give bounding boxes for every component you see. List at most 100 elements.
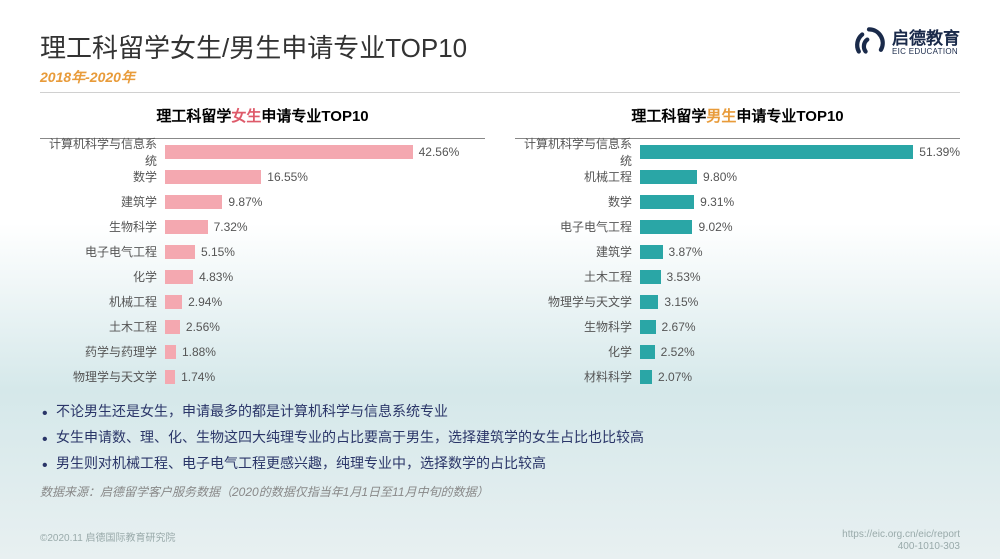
value-label: 1.88% xyxy=(182,345,216,359)
value-label: 1.74% xyxy=(181,370,215,384)
value-label: 16.55% xyxy=(267,170,308,184)
category-label: 建筑学 xyxy=(515,243,640,260)
category-label: 物理学与天文学 xyxy=(515,293,640,310)
bar-row: 生物科学 7.32% xyxy=(40,214,485,239)
value-label: 9.87% xyxy=(228,195,262,209)
bar-row: 土木工程 2.56% xyxy=(40,314,485,339)
bar-row: 土木工程 3.53% xyxy=(515,264,960,289)
category-label: 生物科学 xyxy=(40,218,165,235)
bar xyxy=(640,270,661,284)
category-label: 材料科学 xyxy=(515,368,640,385)
bar-row: 电子电气工程 9.02% xyxy=(515,214,960,239)
bar xyxy=(165,320,180,334)
value-label: 2.07% xyxy=(658,370,692,384)
page-title: 理工科留学女生/男生申请专业TOP10 xyxy=(40,28,960,65)
bar xyxy=(165,270,193,284)
male-chart: 理工科留学男生申请专业TOP10 计算机科学与信息系统51.39%机械工程9.8… xyxy=(515,105,960,389)
female-chart: 理工科留学女生申请专业TOP10 计算机科学与信息系统42.56% 数学 16.55… xyxy=(40,105,485,389)
bar-wrap: 1.88% xyxy=(165,345,485,359)
data-source: 数据来源：启德留学客户服务数据（2020的数据仅指当年1月1日至11月中旬的数据… xyxy=(0,477,1000,500)
value-label: 4.83% xyxy=(199,270,233,284)
bar-row: 电子电气工程 5.15% xyxy=(40,239,485,264)
logo-text-en: EIC EDUCATION xyxy=(892,47,960,56)
value-label: 9.80% xyxy=(703,170,737,184)
header: 理工科留学女生/男生申请专业TOP10 2018年-2020年 启德教育 EIC… xyxy=(0,0,1000,87)
bar-wrap: 9.80% xyxy=(640,170,960,184)
bar-wrap: 9.31% xyxy=(640,195,960,209)
value-label: 51.39% xyxy=(919,145,960,159)
category-label: 土木工程 xyxy=(515,268,640,285)
bar-wrap: 9.87% xyxy=(165,195,485,209)
bar-row: 计算机科学与信息系统51.39% xyxy=(515,139,960,164)
female-chart-title: 理工科留学女生申请专业TOP10 xyxy=(40,105,485,126)
bar-wrap: 16.55% xyxy=(165,170,485,184)
footer-contact: https://eic.org.cn/eic/report 400-1010-3… xyxy=(842,529,960,553)
category-label: 计算机科学与信息系统 xyxy=(515,135,640,169)
category-label: 数学 xyxy=(40,168,165,185)
bar-row: 物理学与天文学3.15% xyxy=(515,289,960,314)
bar-row: 材料科学 2.07% xyxy=(515,364,960,389)
bar-row: 机械工程2.94% xyxy=(40,289,485,314)
bar-wrap: 3.15% xyxy=(640,295,960,309)
bar-row: 建筑学 9.87% xyxy=(40,189,485,214)
bar xyxy=(640,220,692,234)
bar xyxy=(640,320,656,334)
bar-wrap: 2.07% xyxy=(640,370,960,384)
bar-row: 生物科学2.67% xyxy=(515,314,960,339)
bar xyxy=(165,245,195,259)
bar xyxy=(640,295,658,309)
bar xyxy=(640,195,694,209)
value-label: 2.52% xyxy=(661,345,695,359)
bar-row: 计算机科学与信息系统42.56% xyxy=(40,139,485,164)
male-chart-title: 理工科留学男生申请专业TOP10 xyxy=(515,105,960,126)
bar-wrap: 51.39% xyxy=(640,145,960,159)
bar xyxy=(640,345,655,359)
category-label: 机械工程 xyxy=(515,168,640,185)
value-label: 7.32% xyxy=(214,220,248,234)
bar xyxy=(165,345,176,359)
bar xyxy=(640,170,697,184)
bar-wrap: 3.87% xyxy=(640,245,960,259)
value-label: 2.94% xyxy=(188,295,222,309)
value-label: 3.53% xyxy=(667,270,701,284)
logo-icon xyxy=(852,26,886,60)
bar-wrap: 2.94% xyxy=(165,295,485,309)
bar-wrap: 1.74% xyxy=(165,370,485,384)
category-label: 电子电气工程 xyxy=(515,218,640,235)
value-label: 9.31% xyxy=(700,195,734,209)
bar xyxy=(165,370,175,384)
bullet-item: 男生则对机械工程、电子电气工程更感兴趣，纯理专业中，选择数学的占比较高 xyxy=(40,451,960,477)
bar xyxy=(165,295,182,309)
bar xyxy=(165,220,208,234)
bar xyxy=(165,145,413,159)
divider xyxy=(40,92,960,93)
bar-wrap: 5.15% xyxy=(165,245,485,259)
bar-wrap: 2.52% xyxy=(640,345,960,359)
bullet-item: 不论男生还是女生，申请最多的都是计算机科学与信息系统专业 xyxy=(40,399,960,425)
copyright: ©2020.11 启德国际教育研究院 xyxy=(40,529,176,553)
value-label: 5.15% xyxy=(201,245,235,259)
value-label: 2.67% xyxy=(662,320,696,334)
bar xyxy=(640,245,663,259)
insight-bullets: 不论男生还是女生，申请最多的都是计算机科学与信息系统专业女生申请数、理、化、生物… xyxy=(0,389,1000,477)
category-label: 化学 xyxy=(40,268,165,285)
category-label: 化学 xyxy=(515,343,640,360)
page-subtitle: 2018年-2020年 xyxy=(40,67,960,87)
bar xyxy=(640,370,652,384)
value-label: 2.56% xyxy=(186,320,220,334)
bar xyxy=(165,170,261,184)
bar-row: 物理学与天文学 1.74% xyxy=(40,364,485,389)
category-label: 物理学与天文学 xyxy=(40,368,165,385)
category-label: 数学 xyxy=(515,193,640,210)
value-label: 9.02% xyxy=(698,220,732,234)
bar-row: 数学 9.31% xyxy=(515,189,960,214)
category-label: 土木工程 xyxy=(40,318,165,335)
logo-text-cn: 启德教育 xyxy=(892,30,960,47)
bar-row: 机械工程 9.80% xyxy=(515,164,960,189)
category-label: 电子电气工程 xyxy=(40,243,165,260)
category-label: 建筑学 xyxy=(40,193,165,210)
bar-row: 药学与药理学1.88% xyxy=(40,339,485,364)
value-label: 42.56% xyxy=(419,145,460,159)
bar-wrap: 9.02% xyxy=(640,220,960,234)
bar-row: 建筑学3.87% xyxy=(515,239,960,264)
